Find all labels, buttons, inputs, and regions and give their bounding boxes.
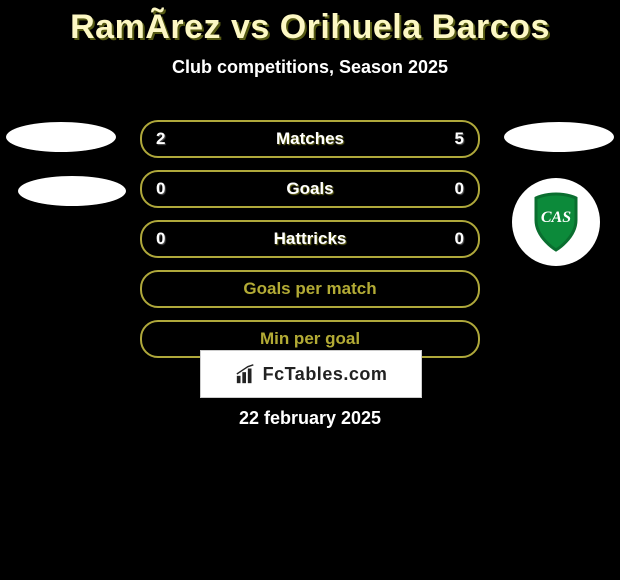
stat-value-right: 5 xyxy=(455,122,464,156)
page-title: RamÃ­rez vs Orihuela Barcos xyxy=(0,0,620,47)
player-right-club-badge: CAS xyxy=(512,178,600,266)
club-shield-icon: CAS xyxy=(524,190,588,254)
page-subtitle: Club competitions, Season 2025 xyxy=(0,57,620,78)
stat-label: Matches xyxy=(142,122,478,156)
generation-date: 22 february 2025 xyxy=(0,408,620,429)
stat-row: Hattricks0 0 xyxy=(140,220,480,258)
player-right-flag-placeholder xyxy=(504,122,614,152)
stat-value-right: 0 xyxy=(455,172,464,206)
branding-text: FcTables.com xyxy=(263,364,388,385)
stat-value-left: 2 xyxy=(156,122,165,156)
branding-box: FcTables.com xyxy=(200,350,422,398)
stat-value-right: 0 xyxy=(455,222,464,256)
svg-text:CAS: CAS xyxy=(541,209,571,226)
stat-row: Goals per match xyxy=(140,270,480,308)
stat-label: Goals per match xyxy=(142,272,478,306)
stat-row: Matches2 5 xyxy=(140,120,480,158)
player-left-club-placeholder xyxy=(18,176,126,206)
stats-column: Matches25Goals00Hattricks00Goals per mat… xyxy=(140,120,480,370)
bar-chart-icon xyxy=(235,363,257,385)
player-left-flag-placeholder xyxy=(6,122,116,152)
stat-value-left: 0 xyxy=(156,222,165,256)
stat-label: Hattricks xyxy=(142,222,478,256)
stat-row: Goals0 0 xyxy=(140,170,480,208)
stat-value-left: 0 xyxy=(156,172,165,206)
stat-label: Goals xyxy=(142,172,478,206)
